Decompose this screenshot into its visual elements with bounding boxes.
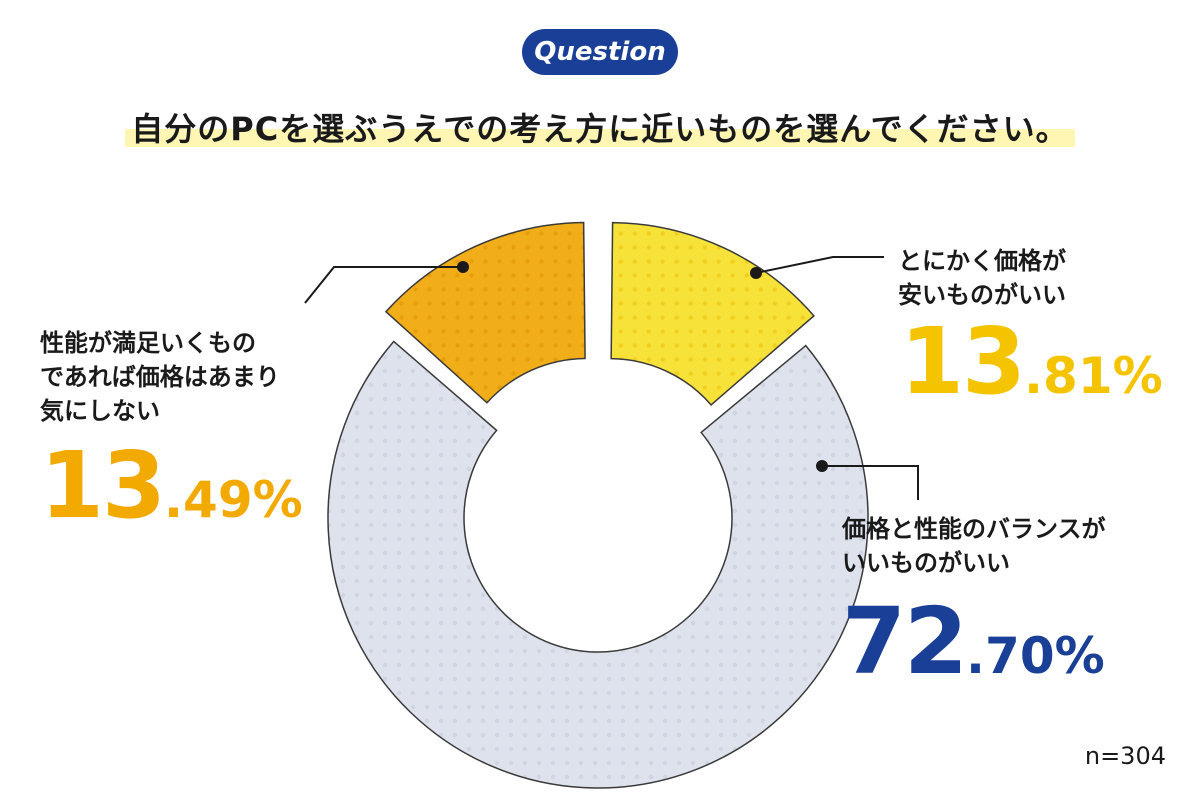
pct-cheap: 13.81% xyxy=(900,308,1163,415)
question-title-wrap: 自分のPCを選ぶうえでの考え方に近いものを選んでください。 xyxy=(0,104,1200,152)
question-badge: Question xyxy=(522,29,678,75)
label-satisfied-line-2: であれば価格はあまり xyxy=(40,363,280,391)
leader-balance xyxy=(822,465,919,500)
question-title: 自分のPCを選ぶうえでの考え方に近いものを選んでください。 xyxy=(125,104,1075,152)
label-balance-line-2: いいものがいい xyxy=(842,549,1010,577)
leader-cheap-dot xyxy=(750,267,762,279)
label-satisfied-line-1: 性能が満足いくもの xyxy=(40,329,256,357)
slice-satisfied xyxy=(384,221,586,404)
leader-satisfied-dot xyxy=(457,261,469,273)
leader-cheap xyxy=(755,256,884,274)
slice-cheap xyxy=(610,221,815,406)
pct-satisfied-frac: .49% xyxy=(164,471,303,529)
sample-size: n=304 xyxy=(1084,742,1166,770)
pct-balance: 72.70% xyxy=(842,588,1105,695)
leader-satisfied xyxy=(304,266,463,304)
pct-balance-frac: .70% xyxy=(966,627,1105,685)
pct-balance-int: 72 xyxy=(842,588,968,695)
label-cheap-line-1: とにかく価格が xyxy=(898,247,1066,275)
slice-balance xyxy=(327,340,869,789)
label-cheap-line-2: 安いものがいい xyxy=(898,281,1066,309)
pct-satisfied: 13.49% xyxy=(40,432,303,539)
label-balance-line-1: 価格と性能のバランスが xyxy=(842,515,1106,543)
leader-balance-dot xyxy=(816,460,828,472)
label-satisfied: 性能が満足いくもの であれば価格はあまり 気にしない xyxy=(40,326,280,428)
pct-satisfied-int: 13 xyxy=(40,432,166,539)
label-cheap: とにかく価格が 安いものがいい xyxy=(898,244,1066,312)
label-balance: 価格と性能のバランスが いいものがいい xyxy=(842,512,1106,580)
pct-cheap-frac: .81% xyxy=(1024,347,1163,405)
label-satisfied-line-3: 気にしない xyxy=(40,397,160,425)
pct-cheap-int: 13 xyxy=(900,308,1026,415)
